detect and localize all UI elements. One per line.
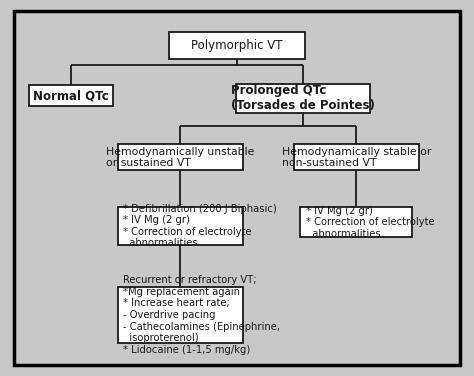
Text: Polymorphic VT: Polymorphic VT <box>191 39 283 52</box>
FancyBboxPatch shape <box>118 144 243 170</box>
Text: Hemodynamically unstable
or sustained VT: Hemodynamically unstable or sustained VT <box>106 147 255 168</box>
FancyBboxPatch shape <box>118 287 243 343</box>
FancyBboxPatch shape <box>169 32 305 59</box>
FancyBboxPatch shape <box>29 85 113 106</box>
FancyBboxPatch shape <box>236 84 370 113</box>
FancyBboxPatch shape <box>118 207 243 245</box>
FancyBboxPatch shape <box>294 144 419 170</box>
FancyBboxPatch shape <box>301 208 412 237</box>
Text: Hemodynamically stable or
non-sustained VT: Hemodynamically stable or non-sustained … <box>282 147 431 168</box>
Text: Normal QTc: Normal QTc <box>33 89 109 102</box>
Text: Recurrent or refractory VT;
*Mg replacement again
* Increase heart rate;
- Overd: Recurrent or refractory VT; *Mg replacem… <box>123 275 280 355</box>
Text: * IV Mg (2 gr)
* Correction of electrolyte
  abnormalities: * IV Mg (2 gr) * Correction of electroly… <box>306 206 435 239</box>
Text: * Defibrillation (200 J Biphasic)
* IV Mg (2 gr)
* Correction of electrolyte
  a: * Defibrillation (200 J Biphasic) * IV M… <box>123 203 277 248</box>
Text: Prolonged QTc
(Torsades de Pointes): Prolonged QTc (Torsades de Pointes) <box>231 85 375 112</box>
